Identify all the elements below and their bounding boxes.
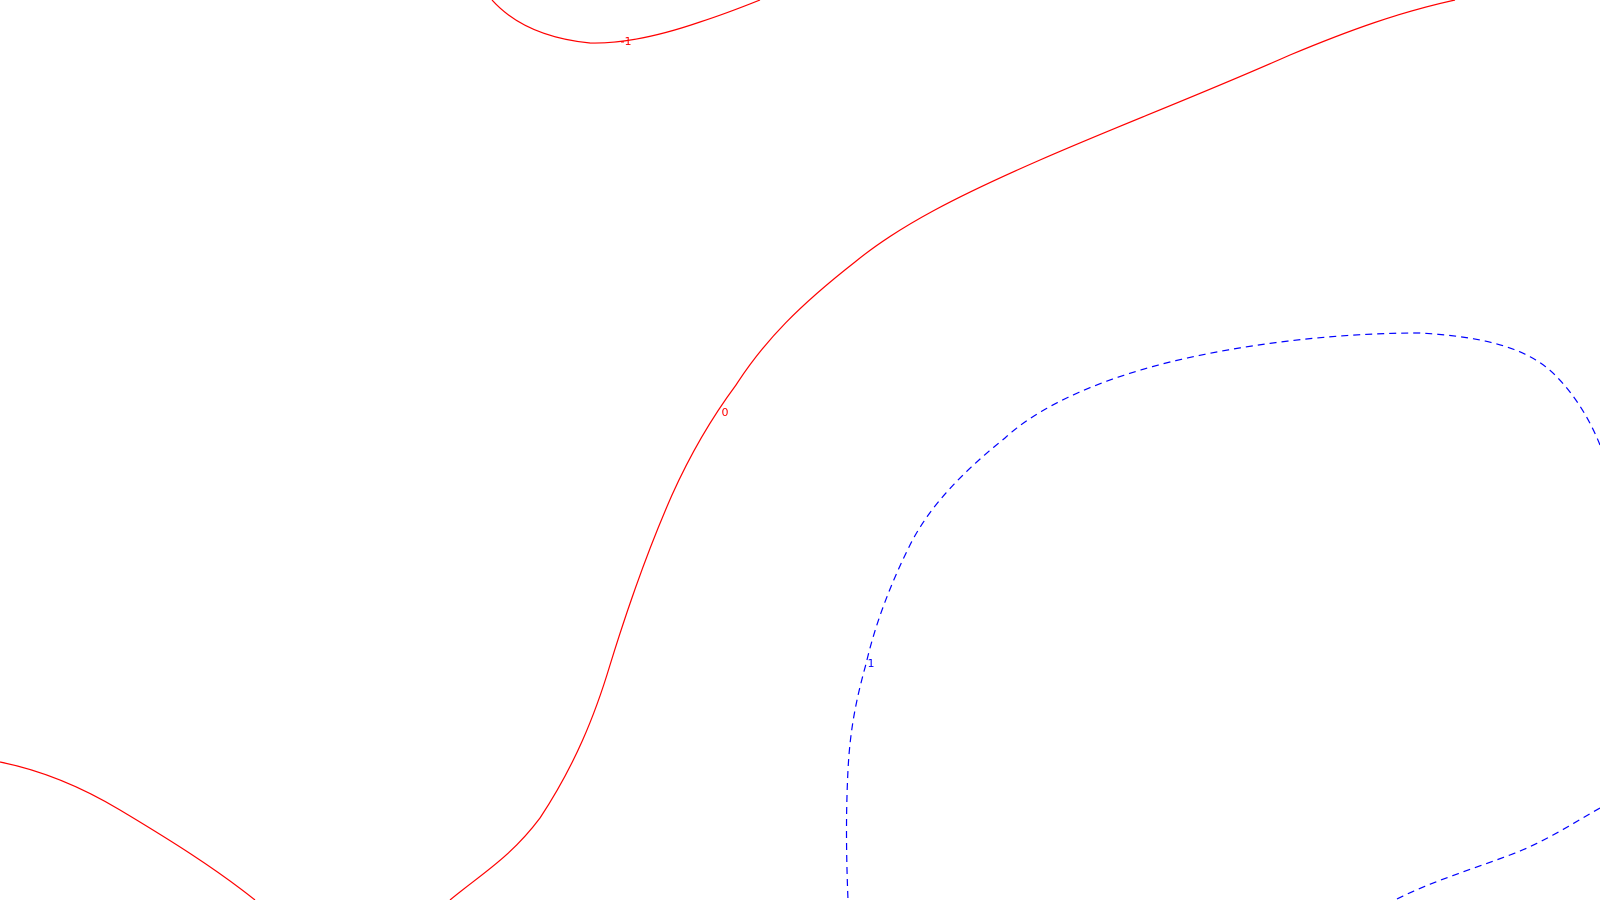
contour-label-level-1: 1 xyxy=(868,657,875,670)
contour-line-level-0 xyxy=(449,0,1456,900)
contour-label-level-0: 0 xyxy=(722,406,729,419)
contour-line-level-1-bottom-right xyxy=(1394,807,1600,900)
contour-line-level-minus-1 xyxy=(491,0,761,44)
contour-line-level-1 xyxy=(845,332,1600,900)
contour-label-level-minus-1: -1 xyxy=(621,35,632,48)
contour-line-level-0-bottom-left xyxy=(0,761,256,900)
